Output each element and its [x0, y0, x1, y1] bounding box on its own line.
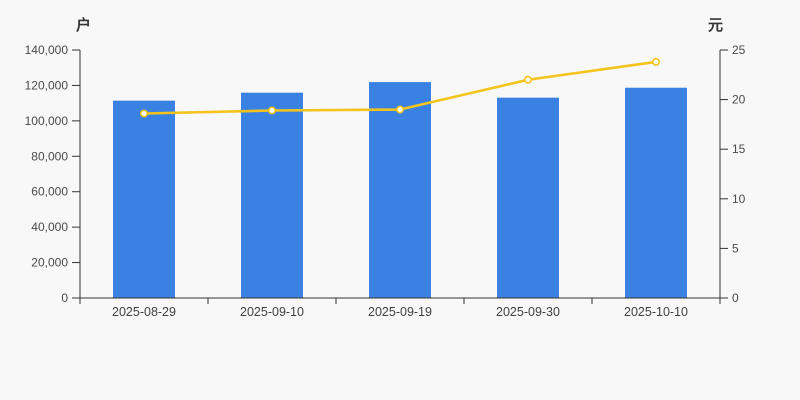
right-axis-tick-label: 0 — [732, 291, 739, 305]
x-axis-label-2025-10-10: 2025-10-10 — [624, 305, 688, 319]
left-axis-tick-label: 140,000 — [25, 43, 69, 57]
left-axis-tick-label: 60,000 — [31, 185, 68, 199]
left-axis-name: 户 — [76, 17, 92, 34]
x-axis-label-2025-08-29: 2025-08-29 — [112, 305, 176, 319]
bar-2025-10-10[interactable] — [625, 87, 687, 298]
bar-2025-08-29[interactable] — [113, 100, 175, 298]
x-axis-label-2025-09-19: 2025-09-19 — [368, 305, 432, 319]
x-axis-label-2025-09-30: 2025-09-30 — [496, 305, 560, 319]
right-axis-tick-label: 10 — [732, 192, 746, 206]
line-point-2025-09-10[interactable] — [267, 106, 276, 115]
line-point-2025-09-30[interactable] — [523, 75, 532, 84]
bar-2025-09-10[interactable] — [241, 92, 303, 298]
line-point-2025-10-10[interactable] — [651, 57, 660, 66]
x-axis-label-2025-09-10: 2025-09-10 — [240, 305, 304, 319]
left-axis-tick-label: 40,000 — [31, 220, 68, 234]
right-axis-tick-label: 15 — [732, 142, 746, 156]
line-point-2025-08-29[interactable] — [140, 109, 149, 118]
right-axis-tick-label: 25 — [732, 43, 746, 57]
left-axis-tick-label: 120,000 — [25, 78, 69, 92]
left-axis-tick-label: 100,000 — [25, 114, 69, 128]
line-point-2025-09-19[interactable] — [395, 105, 404, 114]
right-axis-tick-label: 5 — [732, 241, 739, 255]
left-axis-tick-label: 20,000 — [31, 256, 68, 270]
bar-2025-09-30[interactable] — [497, 97, 559, 298]
left-axis-tick-label: 0 — [61, 291, 68, 305]
right-axis-tick-label: 20 — [732, 93, 746, 107]
right-axis-name: 元 — [708, 17, 724, 34]
left-axis-tick-label: 80,000 — [31, 149, 68, 163]
bar-2025-09-19[interactable] — [369, 82, 431, 298]
